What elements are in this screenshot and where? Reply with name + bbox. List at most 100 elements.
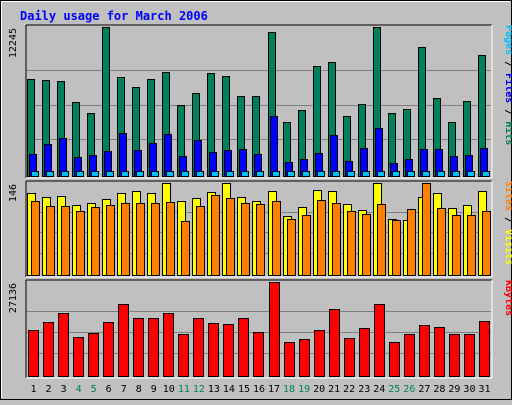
kbytes-bar-day-6 xyxy=(103,322,114,377)
sites-bar-day-17 xyxy=(272,201,281,276)
legend-files: Files xyxy=(503,73,512,103)
panel-2-ymax-label: 27136 xyxy=(8,283,19,313)
pages-bar-day-25 xyxy=(392,171,400,177)
legend-pages: Pages xyxy=(503,25,512,55)
kbytes-bar-day-18 xyxy=(284,342,295,377)
sites-bar-day-16 xyxy=(256,204,265,276)
pages-bar-day-20 xyxy=(317,171,325,177)
kbytes-bar-day-22 xyxy=(344,338,355,377)
x-tick-label-day-13: 13 xyxy=(208,384,220,395)
kbytes-bar-day-7 xyxy=(118,304,129,377)
files-bar-day-10 xyxy=(164,134,172,177)
sites-bar-day-15 xyxy=(241,203,250,276)
pages-bar-day-24 xyxy=(377,171,385,177)
kbytes-bar-day-9 xyxy=(148,318,159,377)
panel-1-legend: Sites / Visits xyxy=(503,181,512,265)
pages-bar-day-6 xyxy=(106,171,114,177)
x-tick-label-day-4: 4 xyxy=(76,384,82,395)
x-tick-label-day-26: 26 xyxy=(403,384,415,395)
x-tick-label-day-17: 17 xyxy=(268,384,280,395)
pages-bar-day-28 xyxy=(437,171,445,177)
pages-bar-day-16 xyxy=(256,171,264,177)
legend-hits: Hits xyxy=(503,121,512,145)
kbytes-bar-day-2 xyxy=(43,322,54,377)
legend-kbytes: KBytes xyxy=(503,280,512,316)
files-bar-day-3 xyxy=(59,138,67,177)
panel-0-legend: Pages / Files / Hits xyxy=(503,25,512,145)
sites-bar-day-31 xyxy=(482,211,491,276)
x-tick-label-day-8: 8 xyxy=(136,384,142,395)
x-tick-label-day-31: 31 xyxy=(478,384,490,395)
sites-bar-day-26 xyxy=(407,209,416,276)
pages-bar-day-8 xyxy=(136,171,144,177)
pages-bar-day-15 xyxy=(241,171,249,177)
kbytes-bar-day-17 xyxy=(269,282,280,377)
x-tick-label-day-3: 3 xyxy=(61,384,67,395)
pages-bar-day-22 xyxy=(347,171,355,177)
sites-bar-day-14 xyxy=(226,198,235,276)
kbytes-bar-day-23 xyxy=(359,328,370,377)
x-tick-label-day-18: 18 xyxy=(283,384,295,395)
kbytes-bar-day-30 xyxy=(464,334,475,377)
pages-bar-day-11 xyxy=(181,171,189,177)
sites-bar-day-18 xyxy=(287,219,296,276)
kbytes-bar-day-14 xyxy=(223,324,234,377)
files-bar-day-17 xyxy=(270,116,278,177)
legend-sites: Sites xyxy=(503,181,512,211)
pages-bar-day-4 xyxy=(76,171,84,177)
pages-bar-day-23 xyxy=(362,171,370,177)
x-tick-label-day-1: 1 xyxy=(31,384,37,395)
x-tick-label-day-11: 11 xyxy=(178,384,190,395)
kbytes-bar-day-25 xyxy=(389,342,400,377)
x-tick-label-day-29: 29 xyxy=(448,384,460,395)
legend-separator: / xyxy=(503,103,512,121)
kbytes-bar-day-20 xyxy=(314,330,325,377)
x-tick-label-day-5: 5 xyxy=(91,384,97,395)
kbytes-bar-day-19 xyxy=(299,339,310,377)
kbytes-bar-day-29 xyxy=(449,334,460,377)
legend-separator: / xyxy=(503,211,512,229)
pages-bar-day-14 xyxy=(226,171,234,177)
sites-bar-day-22 xyxy=(347,211,356,276)
x-tick-label-day-6: 6 xyxy=(106,384,112,395)
pages-bar-day-30 xyxy=(467,171,475,177)
panel-2-legend: KBytes xyxy=(503,280,512,316)
sites-bar-day-1 xyxy=(31,201,40,276)
x-tick-label-day-25: 25 xyxy=(388,384,400,395)
x-tick-label-day-30: 30 xyxy=(463,384,475,395)
kbytes-bar-day-5 xyxy=(88,333,99,377)
sites-bar-day-30 xyxy=(467,215,476,276)
kbytes-bar-day-15 xyxy=(238,318,249,377)
pages-bar-day-29 xyxy=(452,171,460,177)
sites-bar-day-27 xyxy=(422,183,431,276)
kbytes-bar-day-3 xyxy=(58,313,69,377)
kbytes-bar-day-8 xyxy=(133,318,144,377)
x-tick-label-day-15: 15 xyxy=(238,384,250,395)
x-tick-label-day-24: 24 xyxy=(373,384,385,395)
kbytes-bar-day-31 xyxy=(479,321,490,377)
sites-bar-day-28 xyxy=(437,208,446,276)
sites-bar-day-19 xyxy=(302,215,311,276)
kbytes-bar-day-21 xyxy=(329,309,340,377)
kbytes-bar-day-4 xyxy=(73,337,84,377)
sites-bar-day-11 xyxy=(181,221,190,276)
panel-0-ymax-label: 12245 xyxy=(8,28,19,58)
kbytes-bar-day-27 xyxy=(419,325,430,377)
kbytes-bar-day-24 xyxy=(374,304,385,377)
pages-bar-day-12 xyxy=(196,171,204,177)
x-tick-label-day-28: 28 xyxy=(433,384,445,395)
kbytes-bar-day-10 xyxy=(163,313,174,377)
pages-bar-day-10 xyxy=(166,171,174,177)
x-tick-label-day-23: 23 xyxy=(358,384,370,395)
pages-bar-day-3 xyxy=(61,171,69,177)
sites-bar-day-4 xyxy=(76,211,85,276)
pages-bar-day-2 xyxy=(46,171,54,177)
files-bar-day-7 xyxy=(119,133,127,177)
sites-bar-day-7 xyxy=(121,203,130,276)
sites-bar-day-5 xyxy=(91,207,100,276)
sites-bar-day-3 xyxy=(61,206,70,276)
sites-bar-day-25 xyxy=(392,220,401,276)
sites-bar-day-10 xyxy=(166,202,175,276)
